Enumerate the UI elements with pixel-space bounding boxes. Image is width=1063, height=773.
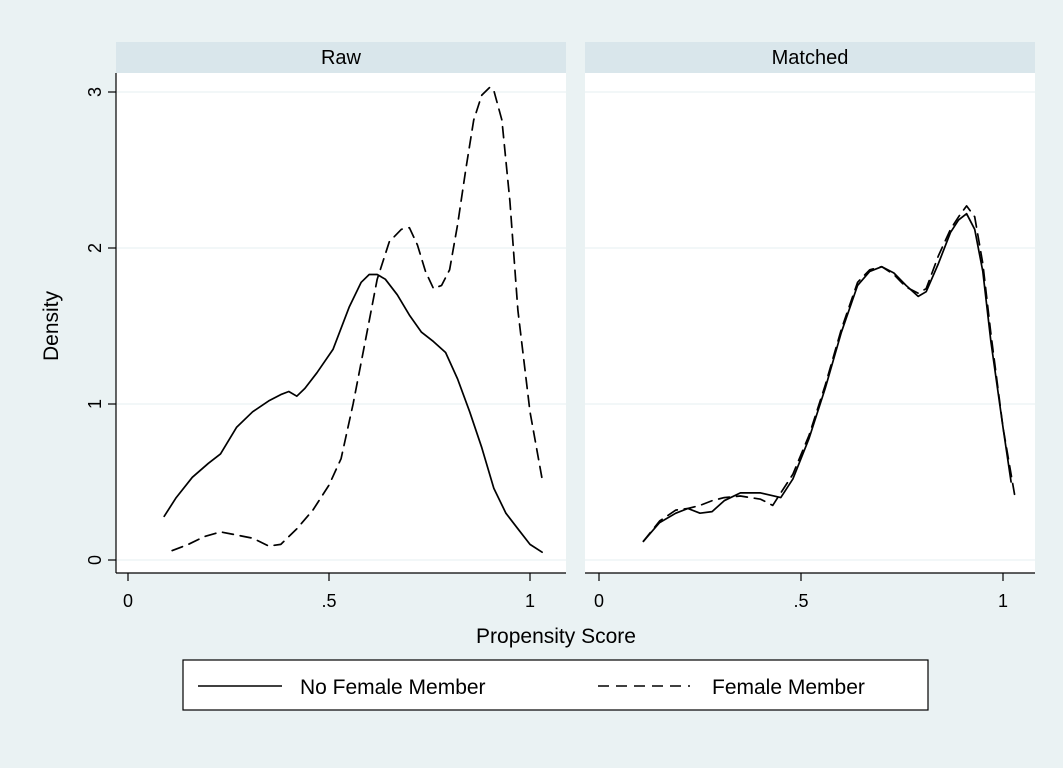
plot-area-matched — [585, 73, 1035, 573]
series-line-no-female-member-matched — [642, 212, 1012, 543]
y-tick-label-0: 0 — [85, 555, 105, 565]
panel-matched: Matched 0 .5 1 — [585, 42, 1035, 611]
x-tick-label-1-raw: 1 — [525, 591, 535, 611]
x-axis-label: Propensity Score — [476, 625, 636, 648]
y-axis-label: Density — [40, 290, 63, 361]
plot-area-raw — [116, 73, 566, 573]
legend-label-no-female-member: No Female Member — [300, 676, 486, 699]
panel-header-matched — [585, 42, 1035, 73]
x-tick-label-0-matched: 0 — [594, 591, 604, 611]
legend-label-female-member: Female Member — [712, 676, 865, 699]
series-line-female-member-matched — [642, 205, 1016, 543]
x-tick-label-1-matched: 1 — [998, 591, 1008, 611]
legend-box — [182, 659, 929, 711]
y-tick-label-2: 2 — [85, 243, 105, 253]
panel-title-matched: Matched — [772, 47, 849, 69]
series-line-female-member-raw — [171, 86, 543, 552]
x-tick-label-.5-raw: .5 — [321, 591, 336, 611]
legend: No Female Member Female Member — [182, 659, 929, 711]
x-tick-label-.5-matched: .5 — [793, 591, 808, 611]
panel-raw: Raw 0 1 2 3 0 .5 1 — [85, 42, 566, 611]
panel-header-raw — [116, 42, 566, 73]
x-tick-label-0-raw: 0 — [123, 591, 133, 611]
y-tick-label-1: 1 — [85, 399, 105, 409]
y-tick-label-3: 3 — [85, 87, 105, 97]
panel-title-raw: Raw — [321, 47, 362, 69]
series-line-no-female-member-raw — [163, 273, 543, 554]
